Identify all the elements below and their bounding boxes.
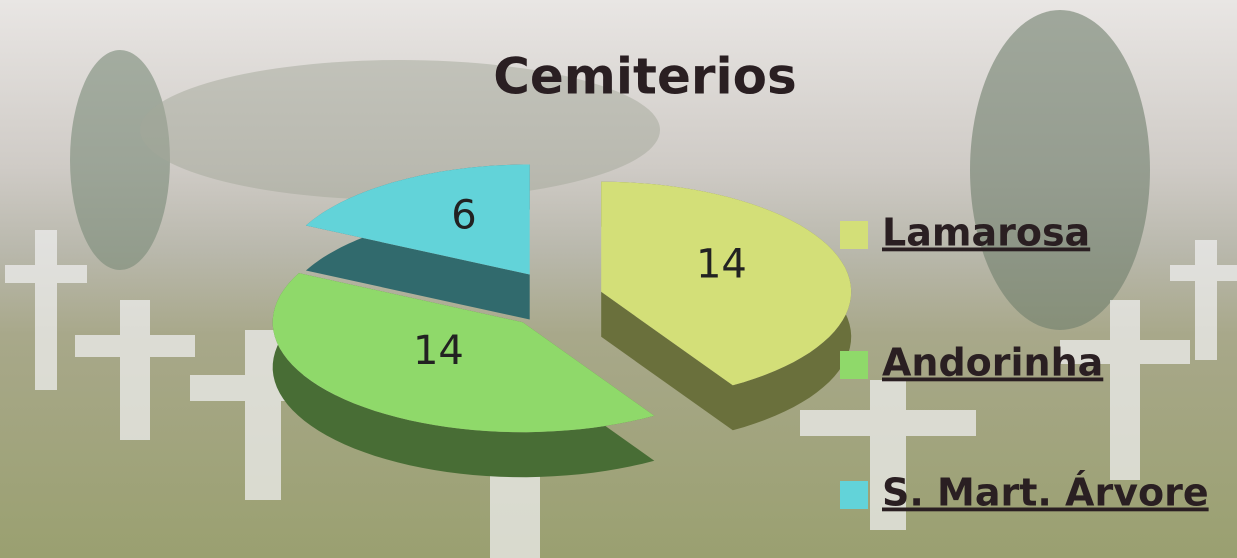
legend-swatch: [840, 481, 868, 509]
slice-group: 14: [601, 181, 852, 431]
data-label: 6: [451, 193, 476, 239]
legend-label: S. Mart. Árvore: [882, 471, 1209, 515]
slice: [305, 164, 530, 275]
legend-swatch: [840, 221, 868, 249]
slice: [601, 181, 852, 386]
slice: [272, 273, 655, 433]
legend-label: Andorinha: [882, 341, 1103, 385]
data-label: 14: [696, 242, 747, 288]
slice-group: 6: [305, 164, 530, 320]
slice-group: 14: [272, 273, 655, 478]
chart-title: Cemiterios: [493, 48, 797, 106]
legend-swatch: [840, 351, 868, 379]
legend-label: Lamarosa: [882, 211, 1090, 255]
data-label: 14: [413, 328, 464, 374]
